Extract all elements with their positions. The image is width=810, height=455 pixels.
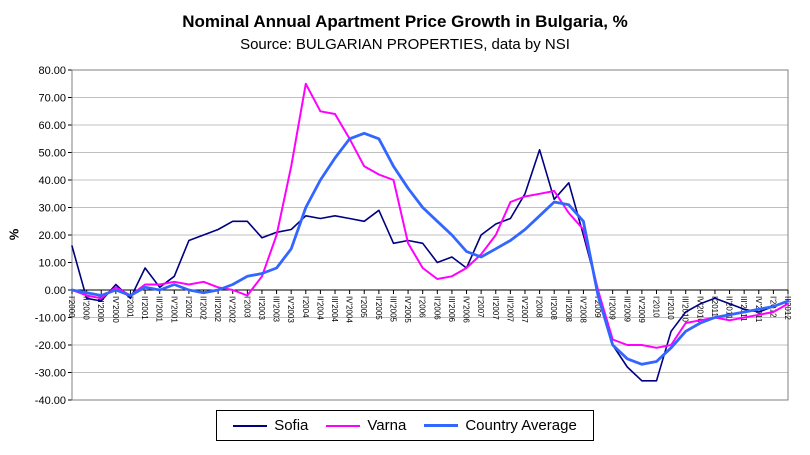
svg-text:80.00: 80.00 (38, 65, 66, 77)
svg-text:I'2003: I'2003 (242, 296, 251, 318)
legend: Sofia Varna Country Average (216, 410, 594, 441)
svg-text:I'2006: I'2006 (418, 296, 427, 318)
svg-text:IV'2007: IV'2007 (520, 296, 529, 323)
svg-text:II'2007: II'2007 (491, 296, 500, 320)
svg-text:II'2000: II'2000 (82, 296, 91, 320)
svg-text:III'2010: III'2010 (681, 296, 690, 323)
svg-text:III'2005: III'2005 (388, 296, 397, 323)
svg-text:III'2002: III'2002 (213, 296, 222, 323)
varna-line-swatch (326, 424, 361, 427)
svg-text:0.00: 0.00 (45, 285, 66, 297)
chart-canvas: -40.00 -30.00 -20.00 -10.00 0.00 10.00 20.00 30… (35, 65, 792, 406)
svg-text:III'2001: III'2001 (155, 296, 164, 323)
svg-text:IV'2006: IV'2006 (462, 296, 471, 323)
svg-text:II'2011: II'2011 (725, 296, 734, 320)
svg-text:II'2005: II'2005 (374, 296, 383, 320)
svg-text:III'2003: III'2003 (272, 296, 281, 323)
legend-label-country-average: Country Average (465, 417, 577, 434)
svg-text:IV'2004: IV'2004 (345, 296, 354, 323)
svg-text:II'2006: II'2006 (432, 296, 441, 320)
svg-text:III'2007: III'2007 (505, 296, 514, 323)
svg-text:I'2001: I'2001 (125, 296, 134, 318)
svg-text:II'2010: II'2010 (666, 296, 675, 320)
svg-text:60.00: 60.00 (38, 120, 66, 132)
svg-text:-20.00: -20.00 (35, 340, 66, 352)
svg-text:30.00: 30.00 (38, 203, 66, 215)
svg-text:40.00: 40.00 (38, 175, 66, 187)
svg-text:II'2012: II'2012 (783, 296, 792, 320)
chart-subtitle: Source: BULGARIAN PROPERTIES, data by NS… (240, 36, 570, 53)
legend-item-sofia: Sofia (233, 417, 308, 434)
svg-text:-10.00: -10.00 (35, 313, 66, 325)
plot-region: % -40.00 -30.00 -20.00 -10.00 0.00 10.00 20.00… (0, 62, 810, 406)
svg-text:II'2002: II'2002 (199, 296, 208, 320)
svg-text:I'2011: I'2011 (710, 296, 719, 318)
svg-text:IV'2003: IV'2003 (286, 296, 295, 323)
svg-text:-30.00: -30.00 (35, 368, 66, 380)
sofia-line-swatch (233, 424, 268, 427)
svg-text:IV'2000: IV'2000 (111, 296, 120, 323)
svg-text:II'2003: II'2003 (257, 296, 266, 320)
legend-item-varna: Varna (326, 417, 406, 434)
legend-label-sofia: Sofia (274, 417, 309, 434)
svg-text:IV'2005: IV'2005 (403, 296, 412, 323)
svg-text:10.00: 10.00 (38, 258, 66, 270)
svg-text:I'2004: I'2004 (301, 296, 310, 318)
svg-text:II'2004: II'2004 (315, 296, 324, 320)
svg-text:I'2008: I'2008 (535, 296, 544, 318)
svg-text:III'2006: III'2006 (447, 296, 456, 323)
svg-text:IV'2001: IV'2001 (169, 296, 178, 323)
svg-text:I'2000: I'2000 (67, 296, 76, 318)
svg-text:IV'2010: IV'2010 (695, 296, 704, 323)
svg-text:I'2009: I'2009 (593, 296, 602, 318)
svg-text:70.00: 70.00 (38, 93, 66, 105)
legend-label-varna: Varna (367, 417, 407, 434)
svg-text:IV'2002: IV'2002 (228, 296, 237, 323)
legend-area: Sofia Varna Country Average (0, 410, 810, 441)
svg-text:III'2000: III'2000 (96, 296, 105, 323)
svg-text:I'2002: I'2002 (184, 296, 193, 318)
svg-text:IV'2008: IV'2008 (578, 296, 587, 323)
svg-text:I'2007: I'2007 (476, 296, 485, 318)
svg-text:II'2008: II'2008 (549, 296, 558, 320)
country-average-line-swatch (424, 424, 459, 427)
legend-item-country-average: Country Average (424, 417, 577, 434)
y-axis-title: % (6, 228, 22, 240)
svg-text:II'2009: II'2009 (608, 296, 617, 320)
chart-title: Nominal Annual Apartment Price Growth in… (182, 12, 628, 31)
svg-text:III'2008: III'2008 (564, 296, 573, 323)
svg-text:III'2004: III'2004 (330, 296, 339, 323)
svg-text:IV'2009: IV'2009 (637, 296, 646, 323)
svg-text:I'2010: I'2010 (651, 296, 660, 318)
svg-text:III'2009: III'2009 (622, 296, 631, 323)
svg-text:50.00: 50.00 (38, 148, 66, 160)
svg-text:-40.00: -40.00 (35, 395, 66, 406)
svg-text:II'2001: II'2001 (140, 296, 149, 320)
svg-text:20.00: 20.00 (38, 230, 66, 242)
svg-text:I'2005: I'2005 (359, 296, 368, 318)
